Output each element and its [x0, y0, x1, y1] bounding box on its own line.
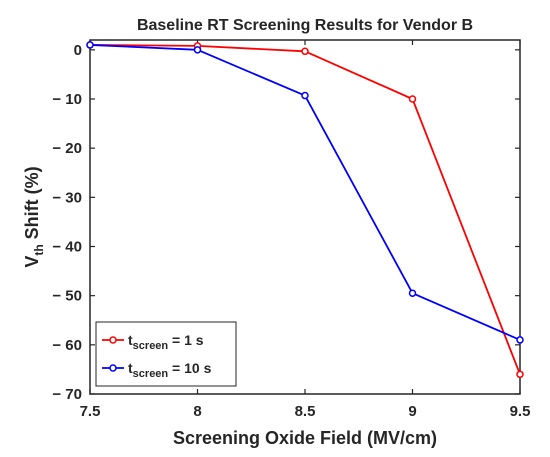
- y-axis-label-main: V: [22, 256, 42, 268]
- legend-label-series-0-rest: = 1 s: [168, 332, 204, 348]
- y-tick-label: − 30: [52, 189, 82, 206]
- y-axis-label-sub: th: [32, 244, 46, 255]
- legend-marker-series-1: [109, 364, 117, 372]
- data-point-series-1: [301, 91, 309, 100]
- legend-label-series-1: tscreen = 10 s: [128, 360, 212, 380]
- legend-marker-series-0: [109, 336, 117, 344]
- legend-label-series-0-sub: screen: [133, 340, 169, 352]
- data-point-series-1: [516, 336, 524, 344]
- y-tick-label: − 50: [52, 288, 82, 305]
- legend-box: [95, 321, 237, 387]
- data-point-series-0: [516, 370, 524, 379]
- data-point-series-1: [86, 41, 94, 49]
- legend-label-series-1-sub: screen: [133, 368, 169, 380]
- data-point-series-1: [408, 289, 417, 297]
- y-tick-label: − 10: [52, 91, 82, 108]
- y-tick-label: − 40: [52, 239, 82, 256]
- legend-label-series-0: tscreen = 1 s: [128, 332, 204, 352]
- y-ticks: 0 − 10 − 20 − 30 − 40 − 50 − 60 − 70: [52, 42, 520, 403]
- x-tick-label: 9.5: [510, 403, 531, 420]
- data-point-series-1: [193, 46, 202, 54]
- data-point-series-0: [408, 95, 417, 103]
- series-layer: [86, 41, 524, 379]
- series-line-1: [89, 44, 521, 341]
- x-axis-label: Screening Oxide Field (MV/cm): [173, 428, 437, 448]
- y-axis-label-rest: Shift (%): [22, 166, 42, 244]
- legend-label-series-1-main: t: [128, 360, 133, 376]
- legend: tscreen = 1 s tscreen = 10 s: [95, 321, 237, 387]
- data-point-series-0: [301, 47, 309, 56]
- x-tick-label: 8.5: [295, 403, 316, 420]
- x-ticks: 7.5 8 8.5 9 9.5: [80, 40, 531, 420]
- legend-label-series-1-rest: = 10 s: [168, 360, 211, 376]
- x-tick-label: 7.5: [80, 403, 101, 420]
- y-tick-label: − 70: [52, 386, 82, 403]
- y-tick-label: − 60: [52, 337, 82, 354]
- y-axis-label: Vth Shift (%): [22, 166, 46, 267]
- chart-title: Baseline RT Screening Results for Vendor…: [137, 17, 473, 34]
- y-tick-label: 0: [74, 42, 82, 59]
- legend-label-series-0-main: t: [128, 332, 133, 348]
- y-tick-label: − 20: [52, 140, 82, 157]
- x-tick-label: 9: [408, 403, 416, 420]
- x-tick-label: 8: [193, 403, 201, 420]
